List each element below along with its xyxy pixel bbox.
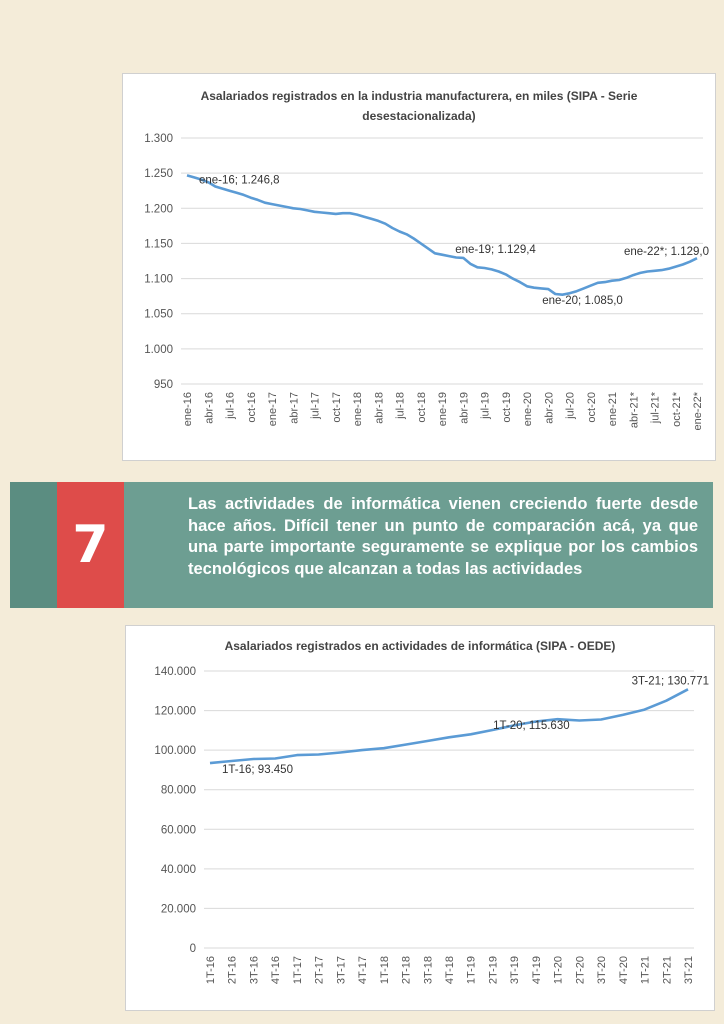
x-tick-label: ene-20 — [522, 392, 534, 426]
y-tick-label: 950 — [154, 379, 173, 391]
series-line — [209, 688, 689, 765]
info-banner: 7 Las actividades de informática vienen … — [10, 482, 713, 608]
x-tick-label: 3T-19 — [509, 956, 521, 984]
x-tick-label: 4T-17 — [357, 956, 369, 984]
x-tick-label: 1T-18 — [379, 956, 391, 984]
x-tick-label: 1T-16 — [205, 956, 217, 984]
x-tick-label: jul-16 — [225, 392, 237, 420]
x-tick-label: ene-16 — [182, 392, 194, 426]
y-tick-label: 0 — [190, 943, 196, 955]
y-tick-label: 60.000 — [161, 824, 196, 836]
x-tick-label: 1T-20 — [553, 956, 565, 984]
chart-informatics-plot: 0 20.000 40.000 60.000 80.000 100.000 120.000 1… — [154, 666, 709, 984]
x-tick-label: 2T-20 — [574, 956, 586, 984]
x-tick-label: 1T-17 — [292, 956, 304, 984]
banner-text: Las actividades de informática vienen cr… — [188, 495, 698, 578]
y-tick-label: 1.000 — [144, 344, 173, 356]
chart-manufacturing-plot: 950 1.000 1.050 1.100 1.150 1.200 1.250 1.300 en… — [144, 133, 709, 431]
x-tick-label: 4T-19 — [531, 956, 543, 984]
x-tick-label: oct-18 — [416, 392, 428, 423]
chart-title: Asalariados registrados en actividades d… — [224, 639, 616, 653]
data-label: ene-22*; 1.129,0 — [624, 246, 709, 258]
x-tick-label: jul-20 — [565, 392, 577, 420]
x-tick-label: ene-21 — [607, 392, 619, 426]
x-tick-label: 1T-19 — [466, 956, 478, 984]
series-line — [186, 174, 698, 296]
y-tick-label: 1.150 — [144, 238, 173, 250]
x-tick-label: abr-21* — [628, 391, 640, 428]
y-tick-label: 80.000 — [161, 785, 196, 797]
x-tick-label: 2T-18 — [401, 956, 413, 984]
chart-manufacturing: Asalariados registrados en la industria … — [122, 73, 716, 461]
x-tick-label: abr-17 — [288, 392, 300, 424]
x-tick-label: ene-22* — [692, 391, 704, 430]
x-tick-label: abr-18 — [373, 392, 385, 424]
y-tick-label: 1.250 — [144, 168, 173, 180]
data-label: ene-19; 1.129,4 — [455, 244, 536, 256]
x-tick-label: jul-17 — [310, 392, 322, 420]
y-tick-label: 1.100 — [144, 274, 173, 286]
x-tick-label: oct-16 — [246, 392, 258, 423]
y-tick-label: 1.200 — [144, 203, 173, 215]
x-tick-label: oct-20 — [586, 392, 598, 423]
x-tick-label: abr-16 — [203, 392, 215, 424]
x-tick-label: oct-17 — [331, 392, 343, 423]
chart-title: Asalariados registrados en la industria … — [200, 89, 638, 123]
y-tick-label: 20.000 — [161, 903, 196, 915]
x-tick-label: abr-20 — [543, 392, 555, 424]
x-tick-label: 1T-21 — [640, 956, 652, 984]
x-tick-label: ene-19 — [437, 392, 449, 426]
banner-number: 7 — [72, 515, 109, 575]
data-label: 1T-16; 93.450 — [222, 764, 293, 776]
data-label: 1T-20; 115.630 — [493, 720, 570, 732]
y-tick-label: 40.000 — [161, 864, 196, 876]
x-tick-label: jul-21* — [650, 391, 662, 424]
x-tick-label: abr-19 — [458, 392, 470, 424]
x-tick-label: 2T-17 — [314, 956, 326, 984]
y-tick-label: 140.000 — [154, 666, 196, 678]
x-tick-label: 4T-18 — [444, 956, 456, 984]
x-tick-label: 3T-17 — [335, 956, 347, 984]
x-tick-label: ene-17 — [267, 392, 279, 426]
x-tick-label: oct-19 — [501, 392, 513, 423]
x-tick-label: 4T-20 — [618, 956, 630, 984]
y-tick-label: 1.300 — [144, 133, 173, 145]
x-tick-label: ene-18 — [352, 392, 364, 426]
x-tick-label: 3T-16 — [248, 956, 260, 984]
x-tick-label: 3T-18 — [422, 956, 434, 984]
y-tick-label: 1.050 — [144, 309, 173, 321]
x-tick-label: 3T-21 — [683, 956, 695, 984]
banner-number-box: 7 — [57, 482, 124, 608]
x-tick-label: oct-21* — [671, 391, 683, 427]
data-label: ene-20; 1.085,0 — [542, 295, 623, 307]
x-tick-label: 2T-19 — [487, 956, 499, 984]
banner-stripe — [10, 482, 57, 608]
x-tick-label: jul-19 — [480, 392, 492, 420]
x-tick-label: 3T-20 — [596, 956, 608, 984]
y-tick-label: 100.000 — [154, 745, 196, 757]
x-tick-label: 2T-21 — [661, 956, 673, 984]
x-tick-label: 2T-16 — [227, 956, 239, 984]
data-label: 3T-21; 130.771 — [632, 675, 709, 687]
chart-informatics: Asalariados registrados en actividades d… — [125, 625, 715, 1011]
x-tick-label: 4T-16 — [270, 956, 282, 984]
data-label: ene-16; 1.246,8 — [199, 174, 280, 186]
x-tick-label: jul-18 — [395, 392, 407, 420]
y-tick-label: 120.000 — [154, 706, 196, 718]
